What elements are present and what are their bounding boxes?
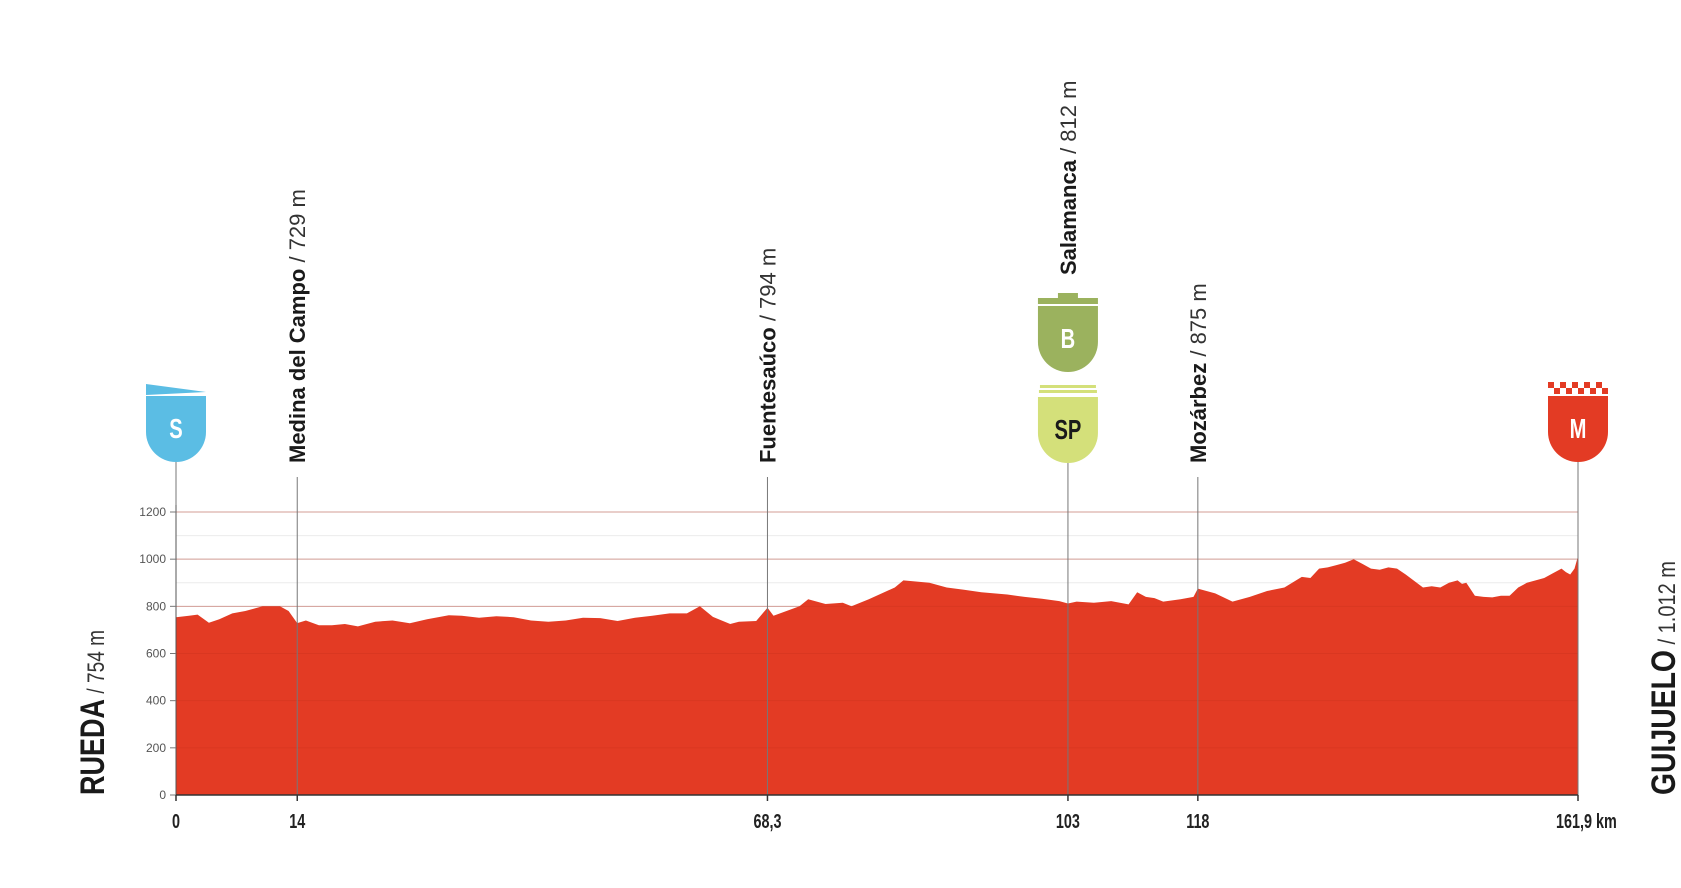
finish-label-altitude: / 1.012 m [1654, 561, 1681, 650]
marker-bonus-cap-icon [1057, 293, 1078, 299]
x-tick-label: 14 [289, 810, 305, 833]
poi-altitude: / 729 m [285, 189, 310, 268]
start-label-name: RUEDA [74, 699, 112, 795]
x-axis: 0 14 68,3 103 118 161,9 km [172, 794, 1617, 833]
y-tick-label: 0 [159, 788, 166, 802]
marker-finish-checker-icon [1584, 382, 1590, 388]
x-tick-label: 68,3 [753, 810, 781, 833]
marker-sprint-stack-icon [1039, 385, 1096, 388]
poi-name: Salamanca [1056, 159, 1081, 275]
marker-bonus-cap-icon [1037, 298, 1098, 304]
poi-name: Fuentesaúco [755, 327, 780, 463]
marker-finish-checker-icon [1578, 388, 1584, 394]
start-label-altitude: / 754 m [83, 630, 110, 699]
poi-altitude: / 875 m [1186, 283, 1211, 362]
marker-start-shape [146, 396, 206, 462]
poi-altitude: / 794 m [755, 248, 780, 327]
stage-markers: S B SP M [146, 293, 1608, 464]
finish-label-name: GUIJUELO [1645, 650, 1681, 795]
marker-finish-checker-icon [1572, 382, 1578, 388]
marker-start-flag-icon [146, 384, 206, 395]
y-tick-label: 200 [146, 741, 166, 755]
poi-name: Medina del Campo [285, 269, 310, 463]
marker-sprint: SP [1037, 385, 1098, 464]
start-finish-labels: RUEDA / 754 m GUIJUELO / 1.012 m [74, 561, 1681, 795]
marker-bonus-shape [1037, 306, 1098, 373]
marker-finish-checker-icon [1560, 382, 1566, 388]
marker-start: S [146, 384, 206, 462]
marker-bonus-label: B [1061, 324, 1076, 355]
x-tick-label: 103 [1056, 810, 1080, 833]
poi-label: Fuentesaúco / 794 m [755, 248, 780, 463]
y-axis: 0 200 400 600 800 1000 1200 [139, 505, 177, 802]
y-tick-label: 800 [146, 599, 166, 613]
y-tick-label: 1200 [139, 505, 166, 519]
start-label: RUEDA / 754 m [74, 630, 112, 795]
y-tick-label: 1000 [139, 552, 166, 566]
poi-label: Medina del Campo / 729 m [285, 189, 310, 463]
marker-start-label: S [169, 414, 182, 445]
marker-finish-label: M [1570, 414, 1587, 445]
poi-label: Mozárbez / 875 m [1186, 283, 1211, 463]
marker-finish-checker-icon [1566, 388, 1572, 394]
marker-sprint-stack-icon [1038, 390, 1097, 393]
marker-sprint-label: SP [1055, 415, 1082, 446]
x-tick-label: 161,9 km [1556, 810, 1617, 833]
marker-finish-checker-icon [1596, 382, 1602, 388]
profile-area [176, 511, 1578, 795]
poi-labels: Medina del Campo / 729 m Fuentesaúco / 79… [285, 81, 1211, 463]
marker-bonus: B [1037, 293, 1098, 373]
marker-finish-checker-icon [1554, 388, 1560, 394]
marker-finish-checker-icon [1548, 382, 1554, 388]
x-tick-label: 0 [172, 810, 180, 833]
poi-label: Salamanca / 812 m [1056, 81, 1081, 275]
y-tick-label: 400 [146, 694, 166, 708]
finish-label: GUIJUELO / 1.012 m [1645, 561, 1681, 795]
marker-finish-checker-icon [1590, 388, 1596, 394]
marker-sprint-shape [1037, 397, 1098, 464]
poi-altitude: / 812 m [1056, 81, 1081, 160]
poi-name: Mozárbez [1186, 363, 1211, 463]
elevation-area [176, 556, 1578, 795]
y-tick-label: 600 [146, 647, 166, 661]
marker-finish-shape [1548, 396, 1608, 462]
marker-finish-checker-icon [1602, 388, 1608, 394]
x-tick-label: 118 [1186, 810, 1209, 833]
marker-finish: M [1548, 382, 1608, 462]
